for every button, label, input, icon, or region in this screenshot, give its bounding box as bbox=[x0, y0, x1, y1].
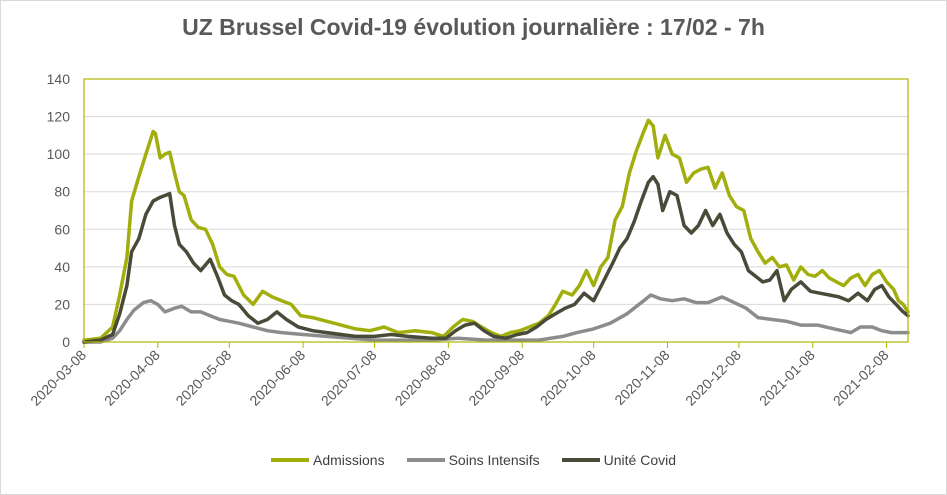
legend-item-0: Admissions bbox=[270, 452, 385, 468]
y-tick-label-40: 40 bbox=[54, 259, 70, 275]
series-line-2 bbox=[82, 174, 910, 344]
x-tick-label-2020-05-08: 2020-05-08 bbox=[172, 347, 234, 409]
x-tick-label-2020-04-08: 2020-04-08 bbox=[101, 347, 163, 409]
legend-label-1: Soins Intensifs bbox=[448, 452, 540, 468]
legend-swatch-2 bbox=[561, 458, 600, 462]
plot-area-border bbox=[83, 78, 909, 343]
legend-item-1: Soins Intensifs bbox=[406, 452, 540, 468]
x-tick-label-2020-09-08: 2020-09-08 bbox=[465, 347, 527, 409]
x-tick-label-2020-03-08: 2020-03-08 bbox=[27, 347, 89, 409]
x-tick-label-2021-02-08: 2021-02-08 bbox=[830, 347, 892, 409]
y-tick-label-20: 20 bbox=[54, 296, 70, 312]
gridlines bbox=[84, 116, 908, 305]
x-tick-label-2021-01-08: 2021-01-08 bbox=[756, 347, 818, 409]
y-tick-label-0: 0 bbox=[62, 334, 70, 350]
legend-swatch-0 bbox=[270, 458, 309, 462]
series-line-1 bbox=[82, 293, 910, 344]
x-axis-ticks: 2020-03-08 2020-04-08 2020-05-08 2020-06-08… bbox=[27, 342, 892, 409]
y-tick-label-100: 100 bbox=[47, 146, 71, 162]
y-tick-label-60: 60 bbox=[54, 221, 70, 237]
y-tick-label-120: 120 bbox=[47, 109, 71, 125]
legend-label-2: Unité Covid bbox=[603, 452, 677, 468]
series-line-0 bbox=[82, 118, 910, 342]
x-tick-label-2020-07-08: 2020-07-08 bbox=[318, 347, 380, 409]
x-tick-label-2020-06-08: 2020-06-08 bbox=[246, 347, 308, 409]
x-tick-label-2020-08-08: 2020-08-08 bbox=[392, 347, 454, 409]
series-lines bbox=[82, 118, 910, 344]
chart-title: UZ Brussel Covid-19 évolution journalièr… bbox=[182, 14, 765, 40]
x-tick-label-2020-12-08: 2020-12-08 bbox=[682, 347, 744, 409]
legend-label-0: Admissions bbox=[312, 452, 385, 468]
legend: Admissions Soins Intensifs Unité Covid bbox=[0, 452, 947, 468]
y-axis-ticks: 0 20 40 60 80 100 120 140 bbox=[47, 71, 71, 350]
y-tick-label-140: 140 bbox=[47, 71, 71, 87]
legend-swatch-1 bbox=[406, 458, 445, 462]
legend-item-2: Unité Covid bbox=[561, 452, 677, 468]
y-tick-label-80: 80 bbox=[54, 184, 70, 200]
x-tick-label-2020-11-08: 2020-11-08 bbox=[611, 347, 672, 408]
x-tick-label-2020-10-08: 2020-10-08 bbox=[537, 347, 599, 409]
